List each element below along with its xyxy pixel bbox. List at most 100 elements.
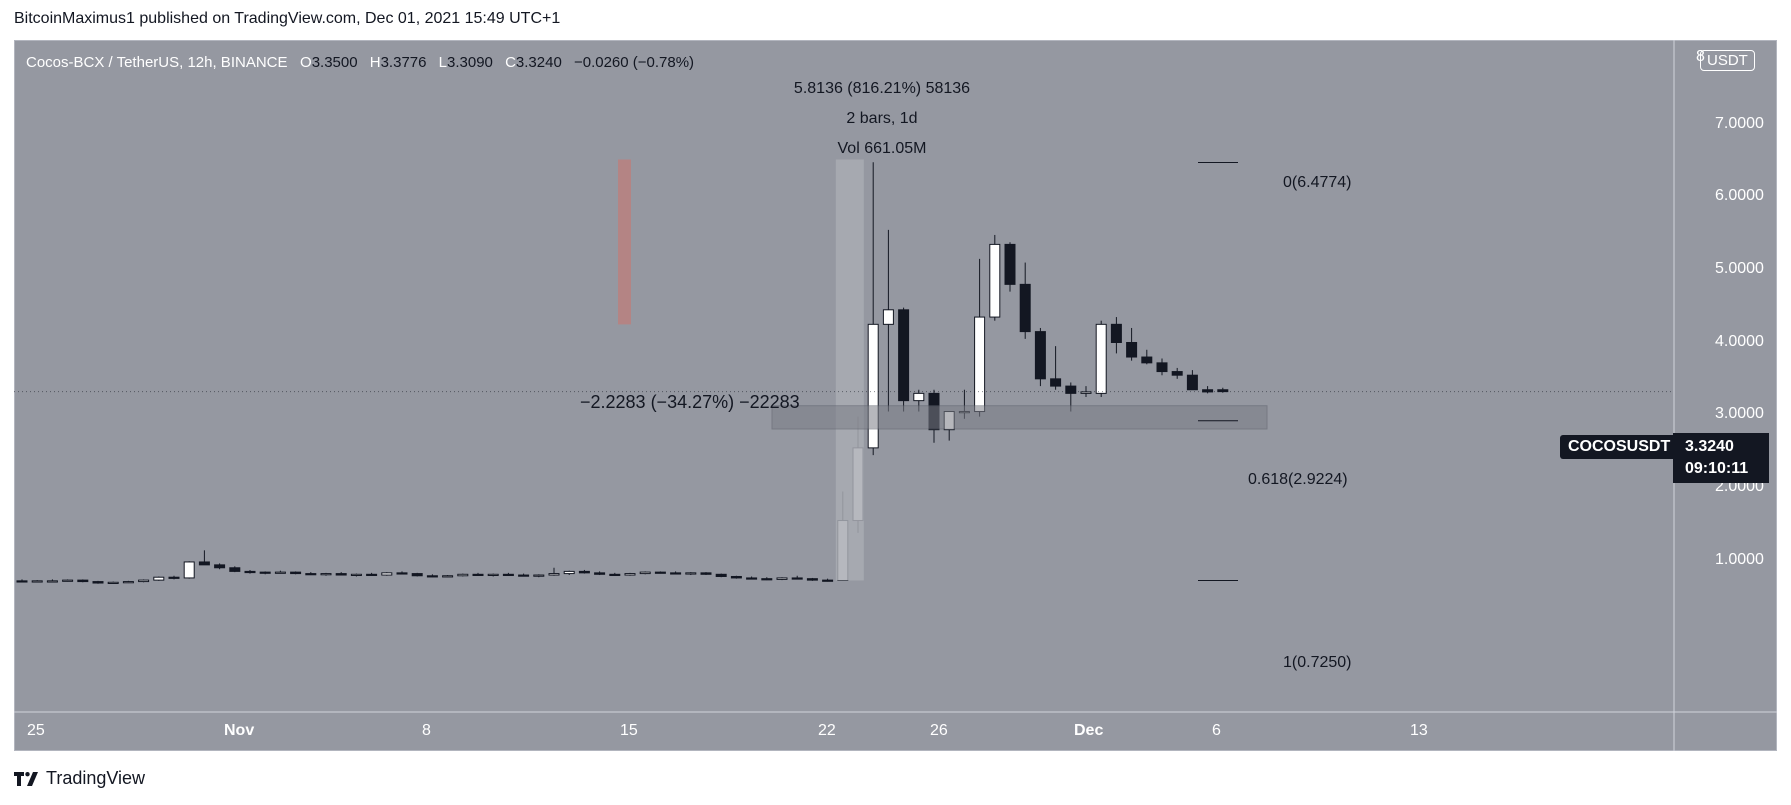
candle [335,572,347,576]
candle-body [1186,374,1198,391]
candle [138,579,150,583]
candle-body [989,243,1001,318]
candle [381,572,393,576]
measure-line-3: Vol 661.05M [837,140,927,157]
candle [442,575,454,578]
candle-body [46,580,58,583]
candle-body [320,573,332,576]
candle [1171,367,1183,379]
candle [77,579,89,583]
candle [426,574,438,578]
candle [198,550,210,566]
candle-body [1126,342,1138,358]
chart-pane[interactable] [14,40,1777,751]
range-measure-label: 5.8136 (816.21%) 58136 2 bars, 1d Vol 66… [752,74,1012,164]
candle-body [411,573,423,577]
candle-body [1034,331,1046,380]
candle [290,571,302,575]
candle [700,572,712,576]
candle [822,578,834,582]
candle [685,572,697,576]
candle-body [92,581,104,584]
candle-body [761,578,773,581]
time-tick-label: Dec [1074,722,1104,739]
candle-body [974,316,986,413]
close-value: 3.3240 [515,54,562,71]
high-value: 3.3776 [380,54,427,71]
publisher-line: BitcoinMaximus1 published on TradingView… [14,10,561,27]
price-tick-label: 4.0000 [1715,332,1764,350]
candle-body [685,572,697,575]
tradingview-logo[interactable]: TradingView [14,768,145,789]
time-tick-label: 22 [818,722,836,739]
candle [578,569,590,574]
candle [746,576,758,580]
time-tick-label: 15 [620,722,638,739]
candle [502,572,514,577]
candle-body [1156,362,1168,373]
candle-body [1019,283,1031,333]
currency-badge[interactable]: USDT [1700,50,1755,71]
candle-body [138,579,150,583]
range-measure-box [835,159,864,581]
candle [487,573,499,577]
bar-countdown: 09:10:11 [1685,460,1749,477]
candle-body [776,577,788,580]
candle-body [654,571,666,574]
symbol-legend[interactable]: Cocos-BCX / TetherUS, 12h, BINANCE O3.35… [26,54,702,71]
candle-body [624,573,636,576]
candle-body [882,309,894,325]
candle-body [913,392,925,402]
candle [274,570,286,574]
candle [594,571,606,576]
candle [92,580,104,584]
candle-body [1065,385,1077,394]
candle-body [578,570,590,574]
candle [1126,327,1138,361]
candle [776,577,788,581]
candle [183,561,195,579]
candle-body [335,573,347,576]
candle-body [730,575,742,579]
candle [107,581,119,584]
time-tick-label: 8 [422,722,431,739]
time-tick-label: 25 [27,722,45,739]
candle-body [1080,391,1092,394]
candle-body [62,579,74,582]
candle [1050,346,1062,390]
candle-body [426,575,438,578]
candle [639,571,651,575]
measure-line-1: 5.8136 (816.21%) 58136 [793,80,971,97]
candle-body [396,572,408,575]
candle-body [1004,243,1016,285]
candle-body [1095,323,1107,394]
candle [153,576,165,581]
candle [244,569,256,574]
candle [898,307,910,412]
candle-body [487,573,499,577]
time-tick-label: 26 [930,722,948,739]
candle-body [639,571,651,575]
candle [882,229,894,412]
candle-body [700,572,712,575]
candle [1095,320,1107,397]
candle [533,574,545,578]
fib-level-1: 1(0.7250) [1283,654,1352,671]
candle-body [442,575,454,578]
candle-body [715,573,727,577]
candle [168,575,180,580]
candle-body [259,571,271,574]
candle [518,573,530,577]
candle-body [594,572,606,575]
drawing-overlays [14,159,1674,581]
candle [1141,349,1153,365]
price-tick-label: 1.0000 [1715,550,1764,568]
candle-body [366,573,378,577]
candle [350,573,362,577]
candle-body [1202,389,1214,393]
candle-body [16,580,28,583]
candle [305,572,317,576]
candle [563,570,575,576]
candle [609,572,621,577]
